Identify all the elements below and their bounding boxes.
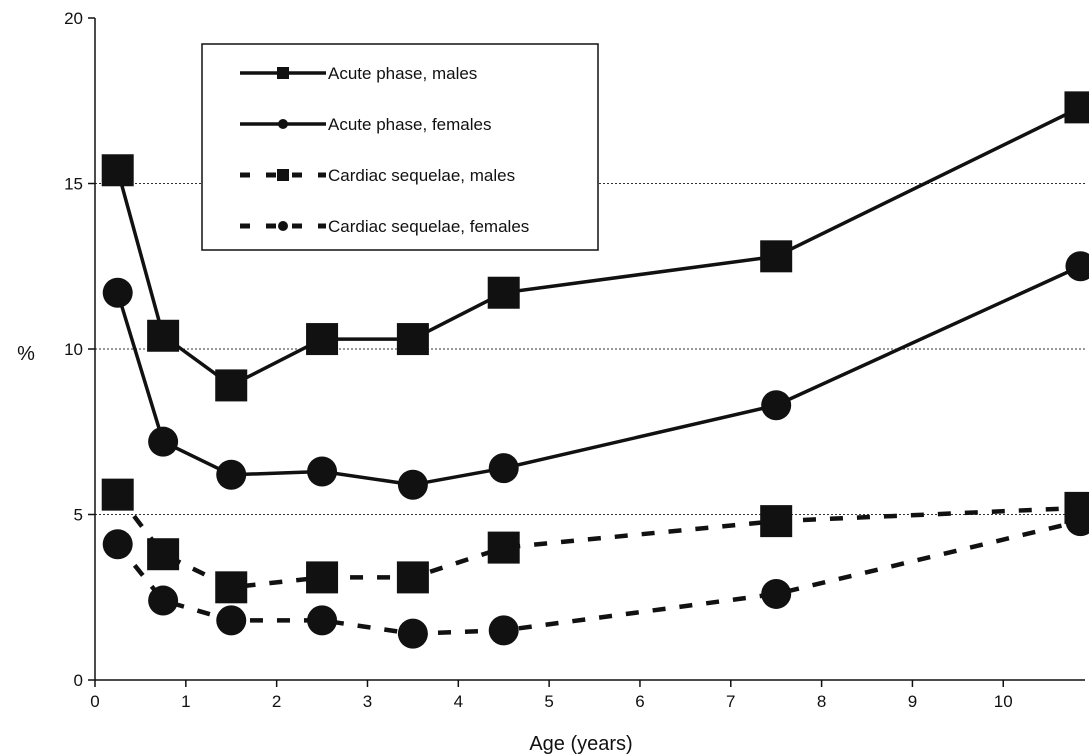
data-point-square — [101, 154, 134, 187]
data-point-circle — [148, 585, 179, 616]
legend-marker-circle — [278, 221, 288, 231]
x-tick-label: 9 — [908, 692, 917, 711]
data-point-square — [760, 240, 793, 273]
data-point-circle — [1065, 251, 1089, 282]
series-acute-phase-females — [102, 251, 1089, 500]
series-layer — [101, 91, 1089, 649]
legend-item: Acute phase, females — [240, 115, 491, 134]
data-point-square — [1064, 91, 1089, 124]
y-tick-label: 20 — [64, 9, 83, 28]
tick-labels: 0 5 10 15 20 0 1 2 3 4 5 6 7 8 9 10 — [64, 9, 1013, 711]
legend-item: Cardiac sequelae, males — [240, 166, 515, 185]
data-point-square — [215, 369, 248, 402]
data-point-circle — [397, 618, 428, 649]
data-point-circle — [307, 456, 338, 487]
data-point-circle — [102, 529, 133, 560]
data-point-circle — [488, 615, 519, 646]
data-point-square — [147, 538, 180, 571]
x-axis-title: Age (years) — [529, 733, 632, 755]
data-point-circle — [102, 277, 133, 308]
legend-label: Cardiac sequelae, females — [328, 217, 529, 236]
data-point-circle — [1065, 506, 1089, 537]
data-point-circle — [216, 605, 247, 636]
data-point-circle — [488, 453, 519, 484]
x-tick-label: 10 — [994, 692, 1013, 711]
legend-label: Acute phase, females — [328, 115, 491, 134]
data-point-square — [215, 571, 248, 604]
legend-marker-circle — [278, 119, 288, 129]
x-tick-label: 3 — [363, 692, 372, 711]
y-axis-title: % — [17, 343, 35, 365]
series-cardiac-sequelae-females — [102, 506, 1089, 649]
data-point-square — [306, 323, 339, 356]
data-point-square — [396, 561, 429, 594]
y-tick-label: 15 — [64, 175, 83, 194]
legend: Acute phase, males Acute phase, females Ca… — [201, 43, 599, 251]
data-point-circle — [148, 426, 179, 457]
data-point-circle — [761, 390, 792, 421]
legend-item: Cardiac sequelae, females — [240, 217, 529, 236]
data-point-square — [760, 505, 793, 538]
x-tick-label: 5 — [544, 692, 553, 711]
data-point-square — [396, 323, 429, 356]
x-tick-label: 2 — [272, 692, 281, 711]
data-point-square — [306, 561, 339, 594]
series-acute-phase-males — [101, 91, 1089, 402]
x-tick-label: 4 — [454, 692, 463, 711]
data-point-square — [487, 531, 520, 564]
axes — [88, 17, 1085, 687]
legend-item: Acute phase, males — [240, 64, 477, 83]
x-tick-label: 1 — [181, 692, 190, 711]
data-point-circle — [761, 578, 792, 609]
data-point-circle — [307, 605, 338, 636]
legend-marker-square — [277, 67, 289, 79]
x-tick-label: 8 — [817, 692, 826, 711]
series-line — [115, 493, 1081, 590]
x-tick-label: 7 — [726, 692, 735, 711]
data-point-circle — [216, 459, 247, 490]
y-tick-label: 5 — [74, 506, 83, 525]
legend-label: Cardiac sequelae, males — [328, 166, 515, 185]
legend-marker-square — [277, 169, 289, 181]
legend-label: Acute phase, males — [328, 64, 477, 83]
x-tick-label: 0 — [90, 692, 99, 711]
data-point-circle — [397, 469, 428, 500]
x-tick-label: 6 — [635, 692, 644, 711]
data-point-square — [147, 319, 180, 352]
data-point-square — [487, 276, 520, 309]
y-tick-label: 0 — [74, 671, 83, 690]
series-cardiac-sequelae-males — [101, 478, 1089, 604]
series-line — [116, 264, 1082, 487]
data-point-square — [101, 478, 134, 511]
y-tick-label: 10 — [64, 340, 83, 359]
legend-box — [201, 43, 599, 251]
